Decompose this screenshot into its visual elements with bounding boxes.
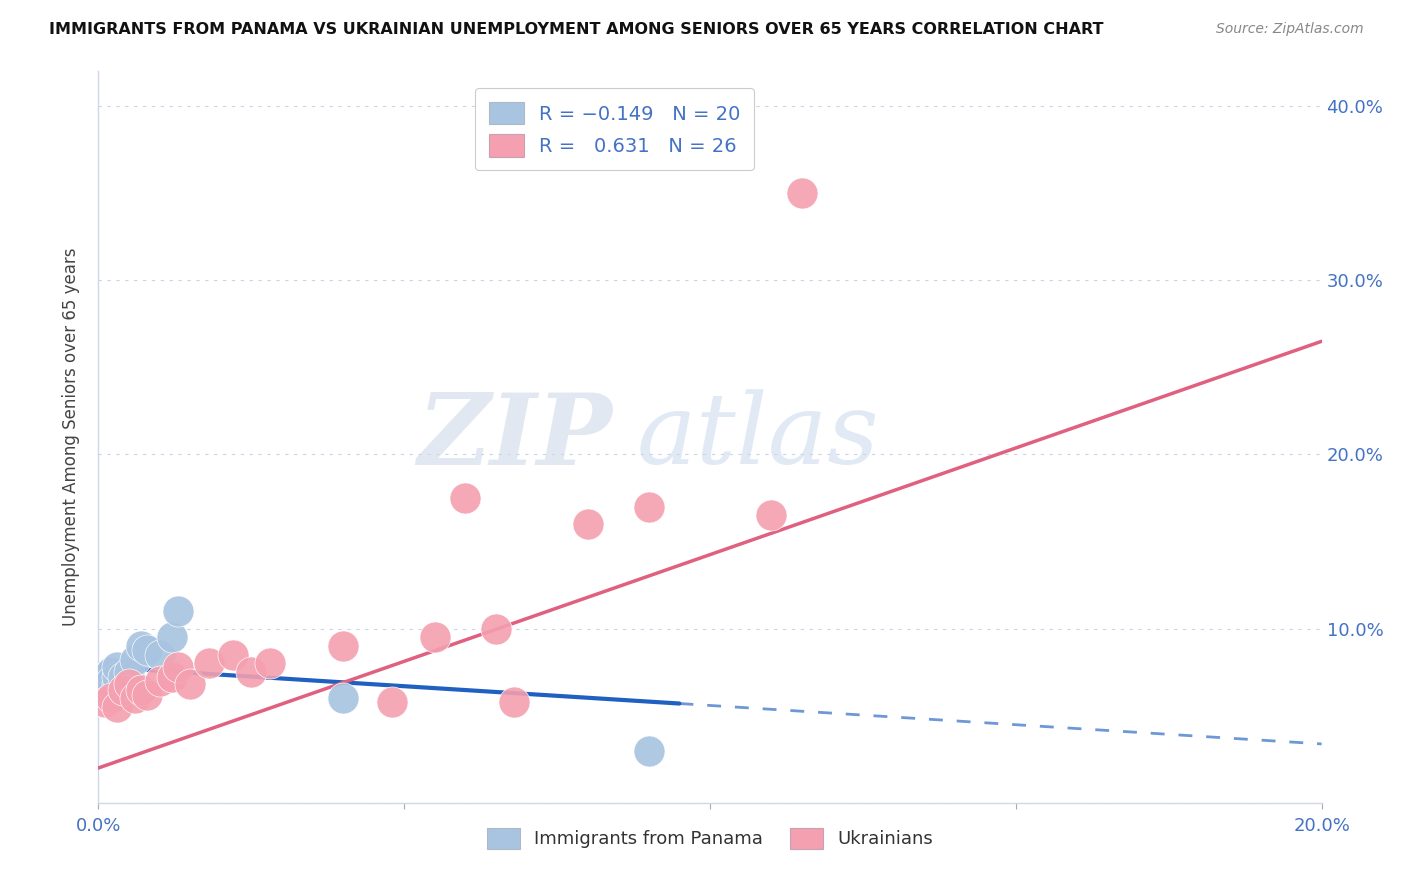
Point: [105, 670, 128, 684]
Point: [100, 673, 122, 688]
Point: [637, 500, 661, 514]
Point: [118, 677, 141, 691]
Point: [118, 665, 141, 680]
Point: [111, 682, 134, 697]
Point: [124, 653, 146, 667]
Text: atlas: atlas: [637, 390, 879, 484]
Point: [111, 670, 134, 684]
Point: [93, 695, 115, 709]
Point: [454, 491, 477, 505]
Y-axis label: Unemployment Among Seniors over 65 years: Unemployment Among Seniors over 65 years: [62, 248, 80, 626]
Point: [129, 639, 152, 653]
Point: [332, 639, 354, 653]
Point: [129, 682, 152, 697]
Point: [179, 677, 201, 691]
Point: [136, 642, 159, 657]
Point: [423, 631, 446, 645]
Point: [167, 660, 190, 674]
Point: [118, 677, 141, 691]
Text: IMMIGRANTS FROM PANAMA VS UKRAINIAN UNEMPLOYMENT AMONG SENIORS OVER 65 YEARS COR: IMMIGRANTS FROM PANAMA VS UKRAINIAN UNEM…: [49, 22, 1104, 37]
Point: [503, 695, 526, 709]
Point: [100, 677, 122, 691]
Point: [240, 665, 263, 680]
Point: [576, 517, 599, 532]
Point: [160, 631, 183, 645]
Point: [105, 677, 128, 691]
Point: [105, 700, 128, 714]
Point: [160, 670, 183, 684]
Point: [93, 670, 115, 684]
Point: [637, 743, 661, 757]
Point: [332, 691, 354, 706]
Point: [790, 186, 813, 201]
Legend: Immigrants from Panama, Ukrainians: Immigrants from Panama, Ukrainians: [479, 821, 941, 856]
Text: ZIP: ZIP: [418, 389, 612, 485]
Point: [149, 673, 172, 688]
Point: [136, 688, 159, 702]
Point: [197, 657, 219, 671]
Point: [167, 604, 190, 618]
Point: [111, 682, 134, 697]
Point: [100, 691, 122, 706]
Point: [259, 657, 281, 671]
Point: [485, 622, 508, 636]
Point: [381, 695, 404, 709]
Point: [93, 682, 115, 697]
Point: [100, 665, 122, 680]
Point: [222, 648, 245, 662]
Point: [124, 691, 146, 706]
Point: [149, 648, 172, 662]
Text: Source: ZipAtlas.com: Source: ZipAtlas.com: [1216, 22, 1364, 37]
Point: [105, 660, 128, 674]
Point: [759, 508, 782, 523]
